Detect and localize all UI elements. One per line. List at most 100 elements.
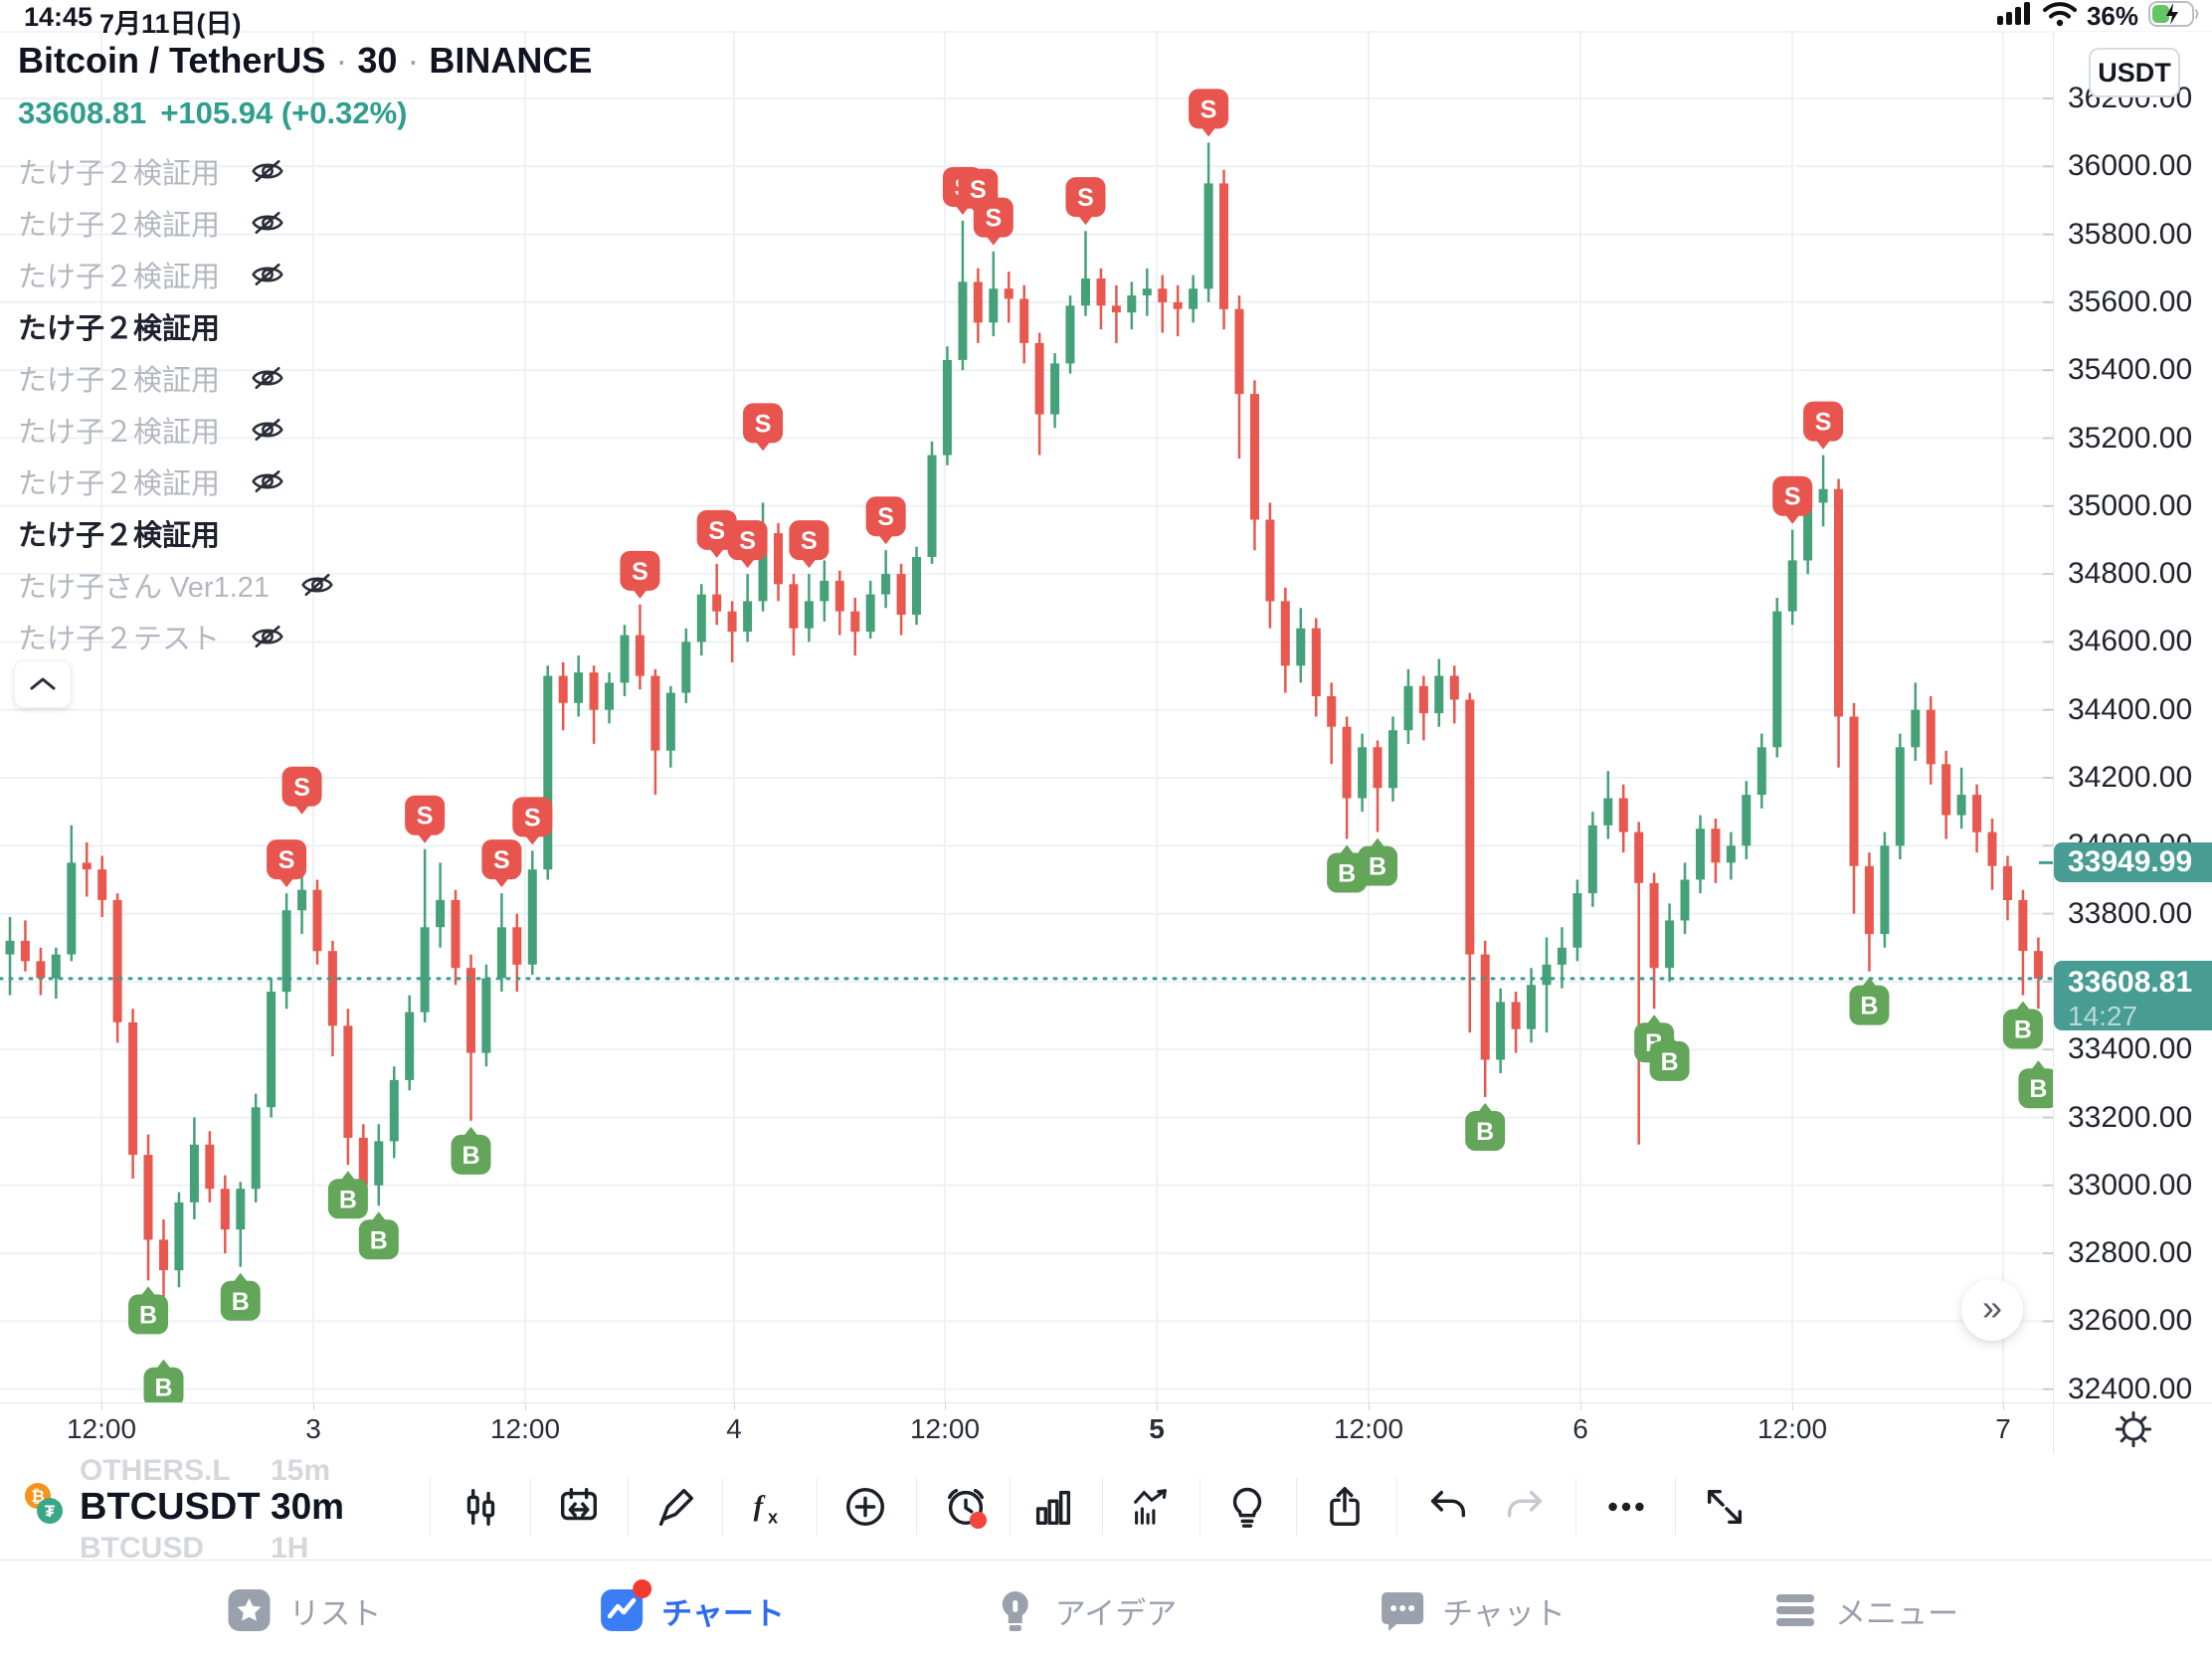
- svg-text:B: B: [139, 1301, 157, 1329]
- alert-icon[interactable]: [943, 1484, 989, 1535]
- idea-icon[interactable]: [1224, 1484, 1270, 1535]
- buy-marker[interactable]: B: [1649, 1032, 1690, 1081]
- candle-body: [466, 968, 475, 1053]
- buy-marker[interactable]: B: [128, 1286, 169, 1335]
- sell-marker[interactable]: S: [727, 520, 768, 569]
- buy-marker[interactable]: B: [2002, 1001, 2043, 1049]
- eye-off-icon[interactable]: [250, 261, 285, 288]
- eye-off-icon[interactable]: [250, 467, 285, 495]
- candle-body: [1265, 519, 1275, 602]
- candle-body: [558, 675, 568, 703]
- candle-body: [1250, 394, 1259, 520]
- add-icon[interactable]: [842, 1484, 888, 1535]
- draw-icon[interactable]: [652, 1484, 698, 1535]
- theme-sun-icon[interactable]: [2114, 1409, 2153, 1449]
- undo-icon[interactable]: [1425, 1484, 1471, 1535]
- prev-interval[interactable]: 15m: [271, 1454, 331, 1487]
- candle-body: [205, 1144, 215, 1190]
- indicator-row: たけ子２検証用: [18, 145, 335, 197]
- sell-marker[interactable]: S: [620, 550, 660, 599]
- buy-marker[interactable]: B: [451, 1126, 491, 1175]
- eye-off-icon[interactable]: [250, 157, 285, 185]
- eye-off-icon[interactable]: [299, 571, 335, 599]
- price-axis[interactable]: 36200.00 36000.00 35800.00 35600.00 35400.00…: [2053, 32, 2212, 1405]
- time-axis-label: 12:00: [909, 1413, 981, 1444]
- candle-body: [297, 889, 307, 911]
- buy-marker[interactable]: B: [1358, 837, 1398, 886]
- buy-marker[interactable]: B: [2018, 1060, 2059, 1109]
- sell-marker[interactable]: S: [696, 509, 737, 558]
- buy-marker[interactable]: B: [358, 1211, 399, 1260]
- candles-icon[interactable]: [458, 1484, 503, 1535]
- prev-symbol[interactable]: OTHERS.L: [80, 1454, 231, 1487]
- indicator-row: たけ子２検証用: [18, 197, 335, 249]
- candle-body: [1234, 308, 1244, 395]
- buy-marker[interactable]: B: [327, 1171, 368, 1219]
- sell-marker[interactable]: S: [405, 795, 446, 843]
- nav-item-idea[interactable]: アイデア: [992, 1561, 1177, 1659]
- candle-body: [850, 611, 860, 633]
- sell-marker[interactable]: S: [1772, 475, 1813, 524]
- candle-body: [512, 927, 522, 965]
- buy-marker[interactable]: B: [220, 1272, 261, 1321]
- sell-marker[interactable]: S: [743, 403, 784, 452]
- candle-body: [2018, 899, 2028, 952]
- buy-marker[interactable]: B: [1849, 977, 1890, 1025]
- forecast-icon[interactable]: [1128, 1484, 1174, 1535]
- candle-body: [1173, 301, 1183, 309]
- symbol-picker[interactable]: BTCUSDT: [80, 1486, 261, 1528]
- next-interval[interactable]: 1H: [271, 1532, 309, 1565]
- svg-text:S: S: [1200, 95, 1217, 123]
- nav-label: アイデア: [1054, 1595, 1178, 1631]
- collapse-indicators-button[interactable]: [14, 660, 72, 708]
- candle-body: [1634, 831, 1644, 883]
- nav-item-menu[interactable]: メニュー: [1771, 1561, 1958, 1659]
- candle-body: [1911, 709, 1921, 748]
- eye-off-icon[interactable]: [250, 623, 285, 650]
- nav-item-chat[interactable]: チャット: [1379, 1561, 1566, 1659]
- eye-off-icon[interactable]: [250, 364, 285, 392]
- indicator-label: たけ子２検証用: [18, 262, 221, 293]
- sell-marker[interactable]: S: [865, 496, 906, 545]
- sell-marker[interactable]: S: [1189, 89, 1229, 137]
- interval-picker[interactable]: 30m: [271, 1486, 345, 1527]
- buy-marker[interactable]: B: [1465, 1103, 1506, 1152]
- eye-off-icon[interactable]: [250, 416, 285, 444]
- watchlist-expand-button[interactable]: »: [1961, 1279, 2023, 1341]
- candle-body: [1557, 947, 1567, 965]
- candle-body: [1480, 954, 1490, 1060]
- sell-marker[interactable]: S: [512, 797, 553, 845]
- bar-replay-icon[interactable]: [556, 1484, 602, 1535]
- currency-toggle-button[interactable]: USDT: [2089, 48, 2180, 97]
- expand-icon[interactable]: [1702, 1484, 1748, 1535]
- candle-body: [881, 574, 891, 595]
- candle-body: [1111, 305, 1121, 313]
- nav-item-chart[interactable]: チャート: [598, 1561, 785, 1659]
- sell-marker[interactable]: S: [1803, 401, 1844, 450]
- buy-marker[interactable]: B: [1327, 844, 1368, 893]
- next-symbol[interactable]: BTCUSD: [80, 1532, 204, 1565]
- sell-marker[interactable]: S: [481, 839, 522, 888]
- candle-body: [820, 580, 830, 602]
- sell-marker[interactable]: S: [973, 197, 1014, 246]
- eye-off-icon[interactable]: [250, 209, 285, 237]
- sell-marker[interactable]: S: [789, 520, 830, 569]
- buy-marker[interactable]: B: [143, 1359, 184, 1407]
- more-icon[interactable]: [1603, 1484, 1649, 1535]
- svg-text:S: S: [278, 846, 295, 874]
- indicator-row: たけ子２検証用: [18, 249, 335, 300]
- candle-body: [1280, 601, 1290, 666]
- candle-body: [1787, 560, 1797, 612]
- time-axis[interactable]: 12:00 3 12:00 4 12:00 5 12:00 6 12:00 7: [0, 1402, 2212, 1455]
- indicator-label: たけ子２検証用: [18, 468, 221, 500]
- symbol-title[interactable]: Bitcoin / TetherUS · 30 · BINANCE: [18, 40, 593, 81]
- sell-marker[interactable]: S: [281, 766, 322, 815]
- nav-item-watchlist[interactable]: リスト: [226, 1561, 382, 1659]
- share-icon[interactable]: [1322, 1484, 1368, 1535]
- volume-bars-icon[interactable]: [1030, 1484, 1076, 1535]
- sell-marker[interactable]: S: [267, 839, 307, 888]
- sell-marker[interactable]: S: [1065, 177, 1106, 226]
- candle-body: [343, 1025, 353, 1138]
